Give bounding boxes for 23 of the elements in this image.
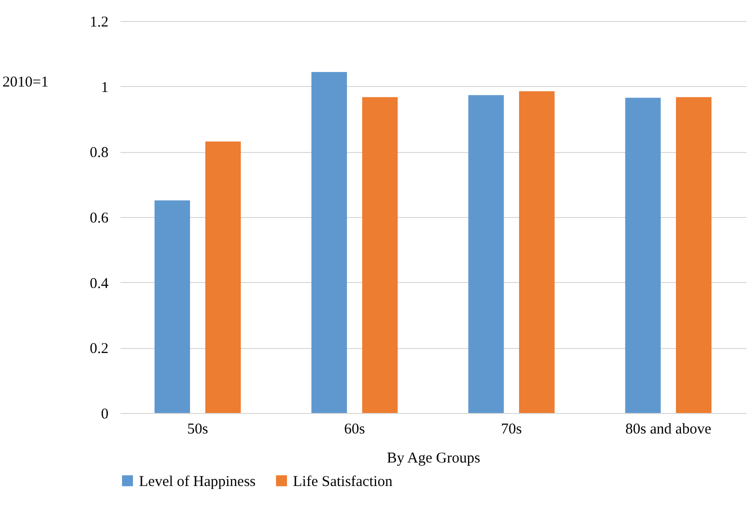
y-tick-label: 1 [101, 80, 108, 96]
bar [362, 97, 398, 413]
bar [676, 97, 712, 413]
x-tick-label: 50s [187, 422, 208, 438]
legend-label: Life Satisfaction [293, 474, 394, 490]
bar [205, 142, 241, 413]
x-tick-label: 70s [501, 422, 522, 438]
bar [519, 91, 555, 413]
y-axis-title: 2010=1 [2, 74, 48, 90]
bar [311, 72, 347, 413]
legend-label: Level of Happiness [139, 474, 256, 490]
y-tick-label: 0 [101, 406, 108, 422]
x-tick-label: 80s and above [625, 422, 712, 438]
x-axis-title: By Age Groups [386, 450, 480, 466]
y-tick-label: 0.4 [90, 276, 109, 292]
y-tick-label: 0.2 [90, 341, 108, 358]
x-tick-label: 60s [344, 422, 366, 438]
bar [154, 200, 190, 413]
bar [625, 98, 661, 413]
bar [468, 95, 504, 413]
y-tick-label: 0.6 [90, 210, 109, 226]
y-tick-label: 1.2 [90, 14, 108, 30]
y-tick-label: 0.8 [90, 145, 108, 162]
